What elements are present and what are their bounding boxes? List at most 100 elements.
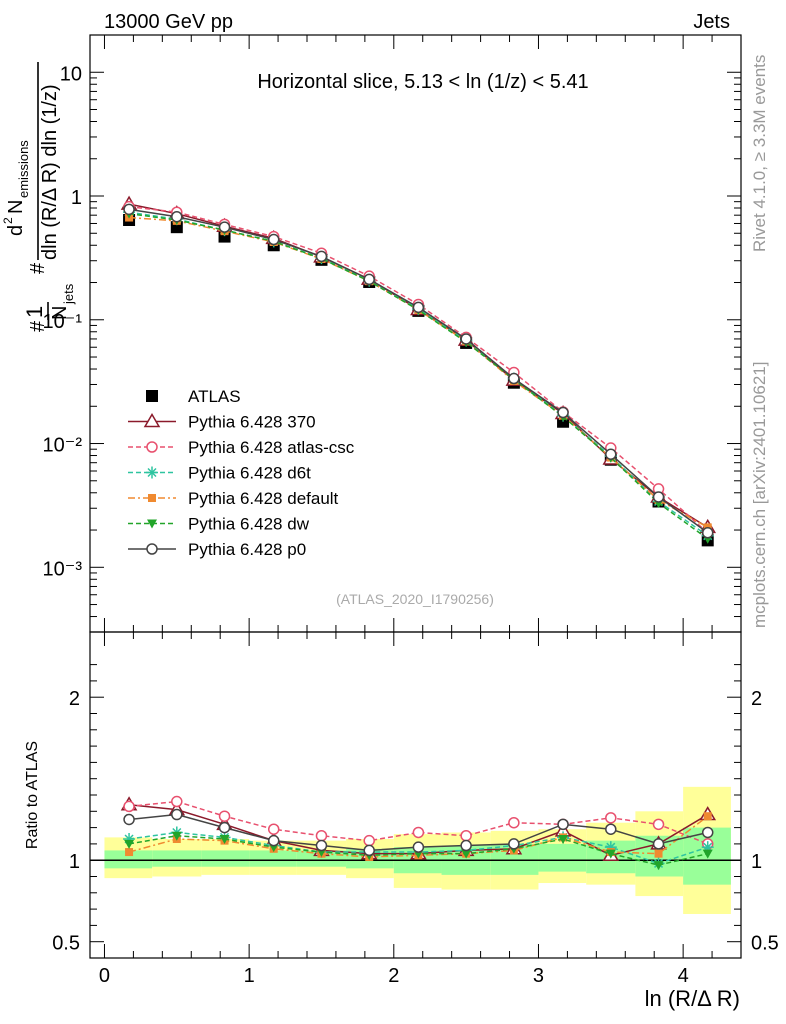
data-point [124, 839, 135, 849]
legend-label: ATLAS [188, 387, 241, 406]
series-line [128, 208, 709, 534]
main-title: Horizontal slice, 5.13 < ln (1/z) < 5.41 [257, 71, 588, 93]
data-point [702, 849, 713, 859]
svg-text:2: 2 [1, 217, 15, 224]
data-point [701, 826, 714, 839]
stat-band [104, 850, 153, 869]
svg-text:d: d [5, 225, 27, 236]
stat-band [538, 843, 587, 872]
energy-label: 13000 GeV pp [104, 11, 233, 33]
data-point [363, 273, 375, 286]
x-tick-label: 3 [533, 965, 544, 987]
data-point [146, 543, 158, 555]
data-point [508, 816, 520, 829]
x-tick-label: 1 [244, 965, 255, 987]
data-point [460, 830, 472, 842]
data-point [146, 441, 158, 453]
ratio-y-tick-label: 0.5 [52, 933, 80, 955]
data-point [652, 491, 665, 503]
legend-label: Pythia 6.428 default [188, 489, 339, 508]
data-point [171, 795, 183, 808]
source-label: mcplots.cern.ch [arXiv:2401.10621] [750, 361, 769, 628]
data-point [148, 494, 156, 502]
stat-band [249, 850, 297, 867]
data-point [461, 849, 472, 859]
data-point [125, 848, 134, 857]
x-axis-label: ln (R/Δ R) [645, 986, 740, 1011]
data-point [315, 839, 328, 852]
data-point [653, 861, 664, 871]
series-line [128, 205, 709, 534]
data-point [652, 818, 665, 831]
data-point [315, 830, 328, 842]
data-point [218, 821, 231, 834]
ratio-y-tick-label: 1 [69, 851, 80, 873]
x-tick-label: 0 [99, 965, 110, 987]
main-series [125, 213, 712, 532]
legend-label: Pythia 6.428 atlas-csc [188, 438, 355, 457]
data-point [315, 250, 328, 263]
data-point [412, 841, 425, 853]
data-point [557, 818, 569, 831]
data-point [605, 823, 617, 835]
stat-band [152, 850, 202, 867]
data-point [123, 800, 135, 813]
data-point [703, 812, 712, 821]
ratio-y-tick-label: 2 [69, 688, 80, 710]
data-point [557, 406, 569, 419]
category-label: Jets [693, 11, 730, 33]
data-point [267, 834, 280, 847]
data-point [558, 835, 569, 845]
stat-band [296, 850, 347, 867]
data-point [460, 333, 472, 345]
main-series [123, 203, 714, 539]
data-point [123, 203, 135, 216]
data-point [147, 519, 157, 529]
data-point [701, 527, 714, 539]
data-point [171, 210, 183, 223]
main-series [123, 200, 714, 539]
svg-text:1: 1 [22, 306, 47, 318]
svg-text:#: # [27, 320, 49, 332]
data-point [143, 413, 161, 428]
ratio-y-tick-label-right: 0.5 [751, 933, 779, 955]
legend-label: Pythia 6.428 dw [188, 515, 310, 534]
data-point [171, 831, 182, 841]
data-point [123, 813, 135, 826]
svg-text:N: N [5, 200, 27, 214]
ratio-panel-frame [89, 631, 742, 959]
x-tick-label: 4 [678, 965, 689, 987]
legend: ATLAS Pythia 6.428 370 Pythia 6.428 atlas-… [128, 387, 355, 559]
x-tick-label: 2 [388, 965, 399, 987]
y-tick-label: 10⁻³ [43, 558, 83, 580]
y-tick-label: 10⁻¹ [43, 311, 83, 333]
data-point [412, 826, 425, 839]
ratio-y-tick-label-right: 2 [751, 688, 762, 710]
data-point [171, 808, 183, 821]
star-stroke [147, 467, 157, 478]
main-y-axis-label: # 1 N jets # d 2 N emissions dln (R/Δ R)… [1, 62, 76, 332]
data-point [412, 301, 425, 314]
svg-text:N: N [49, 306, 71, 320]
data-point [267, 233, 280, 246]
y-tick-label: 1 [71, 187, 82, 209]
data-point [219, 835, 230, 845]
legend-label: Pythia 6.428 370 [188, 413, 316, 432]
ratio-series [123, 808, 714, 857]
data-point [146, 466, 158, 479]
data-point [363, 834, 375, 847]
data-point [605, 448, 617, 460]
svg-text:#: # [27, 262, 49, 274]
ratio-y-axis-label: Ratio to ATLAS [24, 741, 41, 849]
data-point [218, 810, 231, 822]
data-point [508, 838, 520, 850]
rivet-label: Rivet 4.1.0, ≥ 3.3M events [750, 54, 769, 252]
data-point [654, 849, 663, 858]
data-point [218, 221, 231, 233]
data-point [363, 844, 375, 857]
series-line [128, 211, 709, 537]
data-point [146, 390, 158, 402]
svg-text:jets: jets [61, 283, 76, 305]
y-tick-label: 10⁻² [43, 435, 83, 457]
